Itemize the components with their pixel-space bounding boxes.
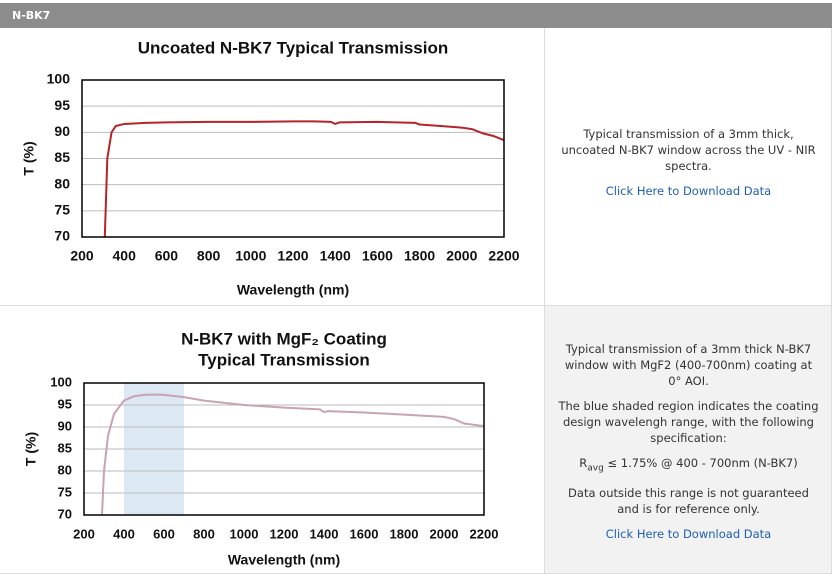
x-tick-label: 1400 (310, 526, 339, 541)
x-tick-label: 1000 (230, 526, 259, 541)
x-tick-label: 800 (193, 526, 215, 541)
text: Typical transmission of a 3mm thick N-BK… (564, 341, 813, 388)
y-axis-label: T (%) (23, 432, 39, 466)
x-tick-label: 800 (197, 248, 221, 264)
y-tick-label: 85 (58, 440, 72, 455)
x-tick-label: 1400 (320, 248, 351, 264)
text: The blue shaded region indicates the coa… (558, 398, 819, 445)
x-tick-label: 2200 (488, 248, 519, 264)
x-tick-label: 1600 (362, 248, 393, 264)
text: ≤ 1.75% @ 400 - 700nm (N-BK7) (603, 455, 798, 470)
x-tick-label: 600 (155, 248, 179, 264)
text: Data outside this range is not guarantee… (568, 486, 809, 517)
spec: Ravg ≤ 1.75% @ 400 - 700nm (N-BK7) (557, 455, 820, 476)
x-tick-label: 2000 (446, 248, 477, 264)
cell (0, 28, 545, 306)
data-line (101, 393, 485, 516)
x-tick-label: 600 (153, 526, 175, 541)
y-tick-label: 90 (58, 418, 72, 433)
y-axis-label: T (%) (21, 141, 37, 175)
chart-title: N-BK7 with MgF₂ Coating (181, 329, 387, 348)
y-tick-label: 80 (54, 175, 70, 191)
description: Typical transmission of a 3mm thick N-BK… (545, 306, 832, 574)
section-header: N-BK7 (0, 3, 832, 28)
plot-frame (81, 79, 505, 238)
y-tick-label: 80 (58, 462, 72, 477)
y-tick-label: 75 (58, 484, 72, 499)
chart-title: Uncoated N-BK7 Typical Transmission (138, 38, 448, 57)
x-tick-label: 200 (70, 248, 94, 264)
y-tick-label: 100 (47, 71, 71, 87)
y-tick-label: 70 (54, 228, 70, 244)
y-tick-label: 95 (58, 396, 72, 411)
y-tick-label: 100 (50, 374, 72, 389)
description: Typical transmission of a 3mm thick, unc… (545, 28, 832, 306)
x-tick-label: 2200 (470, 526, 499, 541)
y-tick-label: 75 (54, 202, 70, 218)
download-link[interactable]: Click Here to Download Data (605, 527, 772, 542)
y-tick-label: 85 (54, 149, 70, 165)
x-tick-label: 1600 (350, 526, 379, 541)
y-tick-label: 95 (54, 97, 70, 113)
text: R (579, 455, 588, 470)
x-tick-label: 400 (113, 526, 135, 541)
chart-title: Typical Transmission (198, 350, 370, 369)
x-axis-label: Wavelength (nm) (228, 552, 340, 568)
y-tick-label: 70 (58, 506, 72, 521)
download-link[interactable]: Click Here to Download Data (605, 184, 772, 198)
x-tick-label: 400 (113, 248, 137, 264)
x-tick-label: 1200 (270, 526, 299, 541)
subscript: avg (587, 463, 604, 474)
x-tick-label: 1800 (390, 526, 419, 541)
x-axis-label: Wavelength (nm) (237, 282, 349, 298)
data-line (103, 120, 505, 238)
plot-frame (83, 382, 485, 516)
x-tick-label: 2000 (430, 526, 459, 541)
x-tick-label: 1800 (404, 248, 435, 264)
y-tick-label: 90 (54, 123, 70, 139)
text: Typical transmission of a 3mm thick, unc… (561, 127, 816, 173)
x-tick-label: 200 (73, 526, 95, 541)
charts: Uncoated N-BK7 Typical Transmission 70 75 8… (21, 38, 520, 568)
x-tick-label: 1000 (235, 248, 266, 264)
x-tick-label: 1200 (277, 248, 308, 264)
